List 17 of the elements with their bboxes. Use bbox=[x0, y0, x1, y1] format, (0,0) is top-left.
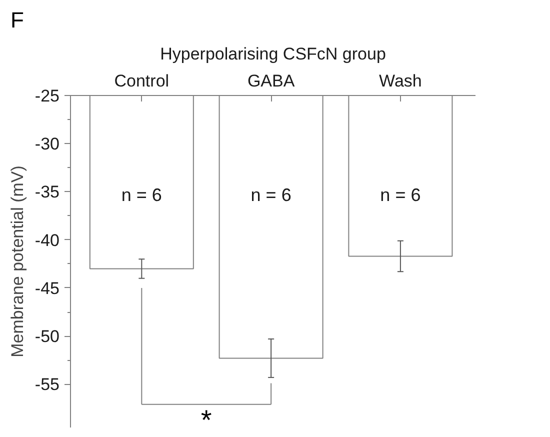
chart-title: Hyperpolarising CSFcN group bbox=[160, 44, 386, 64]
y-tick-label: -55 bbox=[34, 375, 60, 394]
x-tick-label: GABA bbox=[247, 72, 296, 90]
annotation: * bbox=[200, 404, 212, 436]
y-tick-label: -50 bbox=[34, 327, 60, 346]
text: F bbox=[10, 8, 24, 32]
annotation: n = 6 bbox=[250, 185, 292, 206]
annotation: n = 6 bbox=[380, 185, 421, 206]
y-tick-label: -35 bbox=[34, 182, 60, 202]
y-tick-label: -40 bbox=[34, 230, 60, 250]
y-tick-label: -45 bbox=[34, 278, 60, 298]
x-tick-label: Wash bbox=[379, 72, 422, 90]
y-axis-title: Membrane potential (mV) bbox=[8, 166, 27, 358]
y-tick-label: -25 bbox=[34, 86, 60, 106]
x-tick-label: Control bbox=[114, 72, 170, 90]
y-tick-label: -30 bbox=[34, 134, 60, 154]
annotation: n = 6 bbox=[121, 185, 162, 206]
